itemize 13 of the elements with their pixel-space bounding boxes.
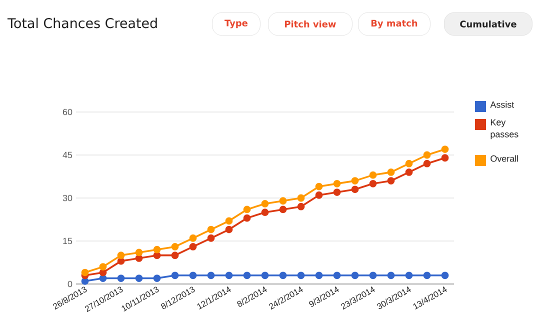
- y-tick-label: 30: [62, 194, 72, 202]
- y-tick-label: 15: [63, 238, 72, 244]
- text: By match: [371, 20, 418, 28]
- legend-label: Overall: [490, 155, 518, 162]
- chart-title: Total Chances Created: [7, 18, 157, 28]
- text: Type: [224, 20, 248, 28]
- y-tick-label: 0: [68, 280, 72, 288]
- legend-label: Assist: [490, 101, 514, 108]
- text: Cumulative: [460, 20, 516, 28]
- text: Pitch view: [285, 20, 336, 28]
- y-tick-label: 45: [62, 152, 72, 158]
- y-tick-label: 60: [62, 108, 72, 116]
- legend-label: Key passes: [490, 119, 518, 140]
